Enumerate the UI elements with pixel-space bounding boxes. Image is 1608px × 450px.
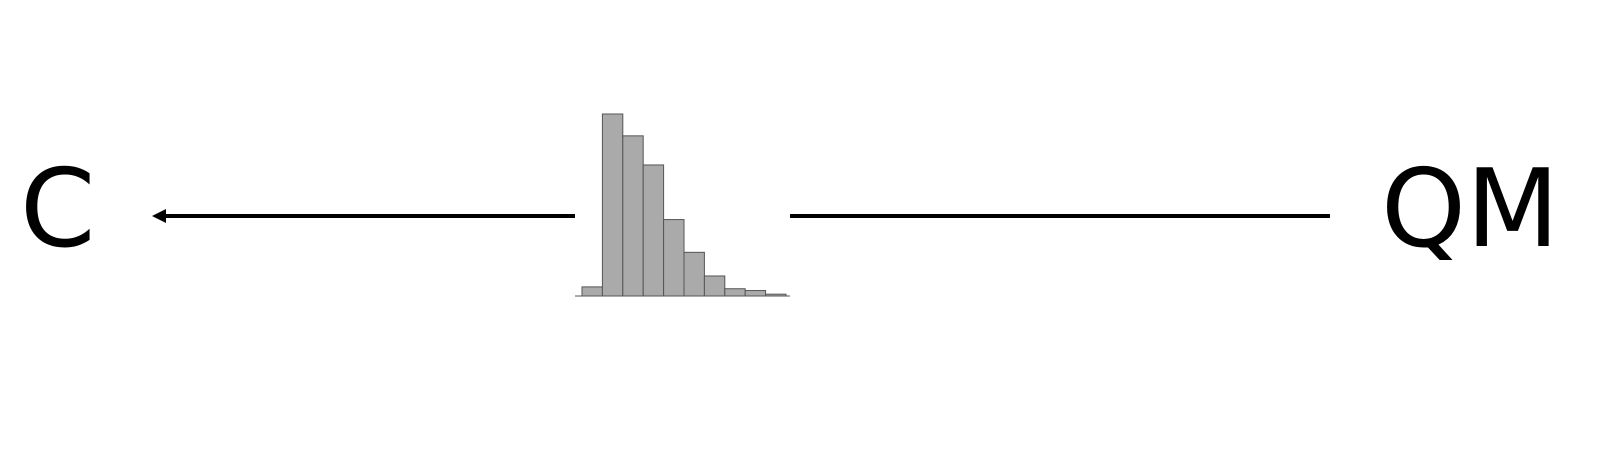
histogram-bar-4 <box>642 164 665 297</box>
arrow-to-c <box>152 209 575 223</box>
histogram-bar-3 <box>622 135 644 297</box>
arrow-head-icon <box>152 209 166 223</box>
histogram-bar-1 <box>581 286 603 297</box>
histogram <box>581 113 787 297</box>
histogram-bar-7 <box>703 275 726 297</box>
histogram-bar-5 <box>663 219 685 297</box>
histogram-bar-9 <box>744 290 767 297</box>
histogram-bar-6 <box>683 251 705 297</box>
label-c: C <box>20 147 96 272</box>
histogram-bar-8 <box>724 288 746 297</box>
histogram-bar-2 <box>601 113 624 297</box>
label-qm: QM <box>1381 147 1560 272</box>
